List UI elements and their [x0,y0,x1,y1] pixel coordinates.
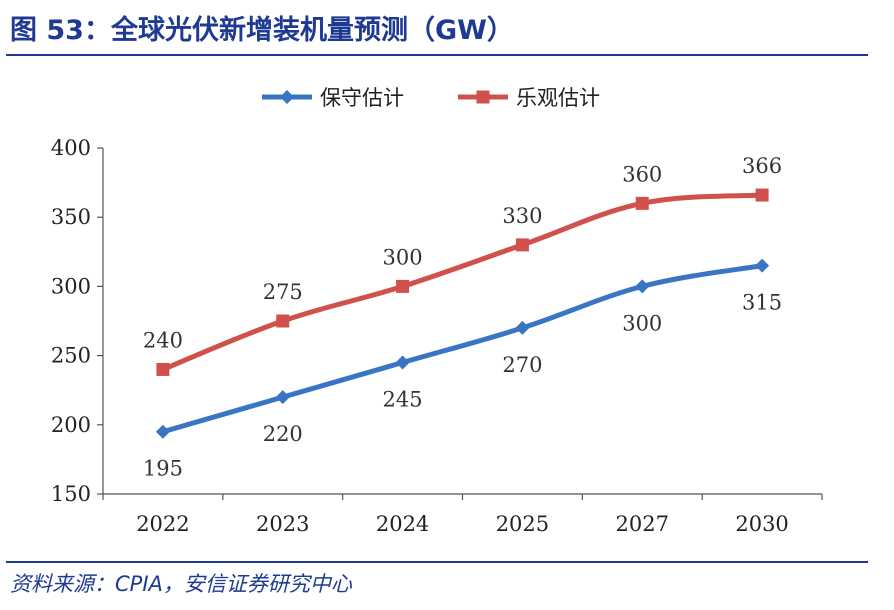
data-point-optimistic [635,196,649,210]
title-divider [6,54,868,56]
x-tick-label: 2025 [496,512,549,536]
data-label-conservative: 245 [383,388,423,412]
data-point-conservative [515,320,530,335]
chart-title: 图 53：全球光伏新增装机量预测（GW） [10,15,514,46]
data-point-conservative [635,279,650,294]
y-tick-label: 300 [51,274,91,298]
legend-label: 乐观估计 [516,86,600,110]
data-point-optimistic [156,362,170,376]
y-tick-label: 250 [51,344,91,368]
legend-label: 保守估计 [320,86,404,110]
data-label-optimistic: 366 [742,154,782,178]
y-tick-label: 400 [51,136,91,160]
data-label-optimistic: 300 [383,245,423,269]
source-note: 资料来源：CPIA，安信证券研究中心 [10,572,352,596]
data-label-conservative: 195 [143,457,183,481]
line-chart: 150 200 250 300 350 400 2022 2023 2024 2025 2027 20… [51,86,823,536]
legend-marker [280,90,294,104]
data-label-conservative: 270 [502,353,542,377]
x-tick-label: 2027 [616,512,669,536]
y-tick-label: 350 [51,205,91,229]
data-point-conservative [275,390,290,405]
data-point-optimistic [276,314,290,328]
x-tick-label: 2024 [376,512,429,536]
footer-divider [6,561,868,563]
data-label-optimistic: 360 [622,162,662,186]
data-label-conservative: 220 [263,422,303,446]
x-tick-label: 2023 [256,512,309,536]
x-tick-label: 2022 [136,512,189,536]
y-tick-label: 150 [51,482,91,506]
data-label-optimistic: 275 [263,280,303,304]
data-point-conservative [395,355,410,370]
data-label-optimistic: 330 [502,204,542,228]
data-label-conservative: 315 [742,291,782,315]
data-label-conservative: 300 [622,311,662,335]
legend-marker [476,90,490,104]
x-tick-label: 2030 [735,512,788,536]
data-point-optimistic [755,188,769,202]
data-point-optimistic [515,238,529,252]
data-label-optimistic: 240 [143,328,183,352]
data-point-optimistic [396,279,410,293]
data-point-conservative [155,424,170,439]
y-tick-label: 200 [51,413,91,437]
series-line-conservative [160,263,765,435]
data-point-conservative [755,258,770,273]
